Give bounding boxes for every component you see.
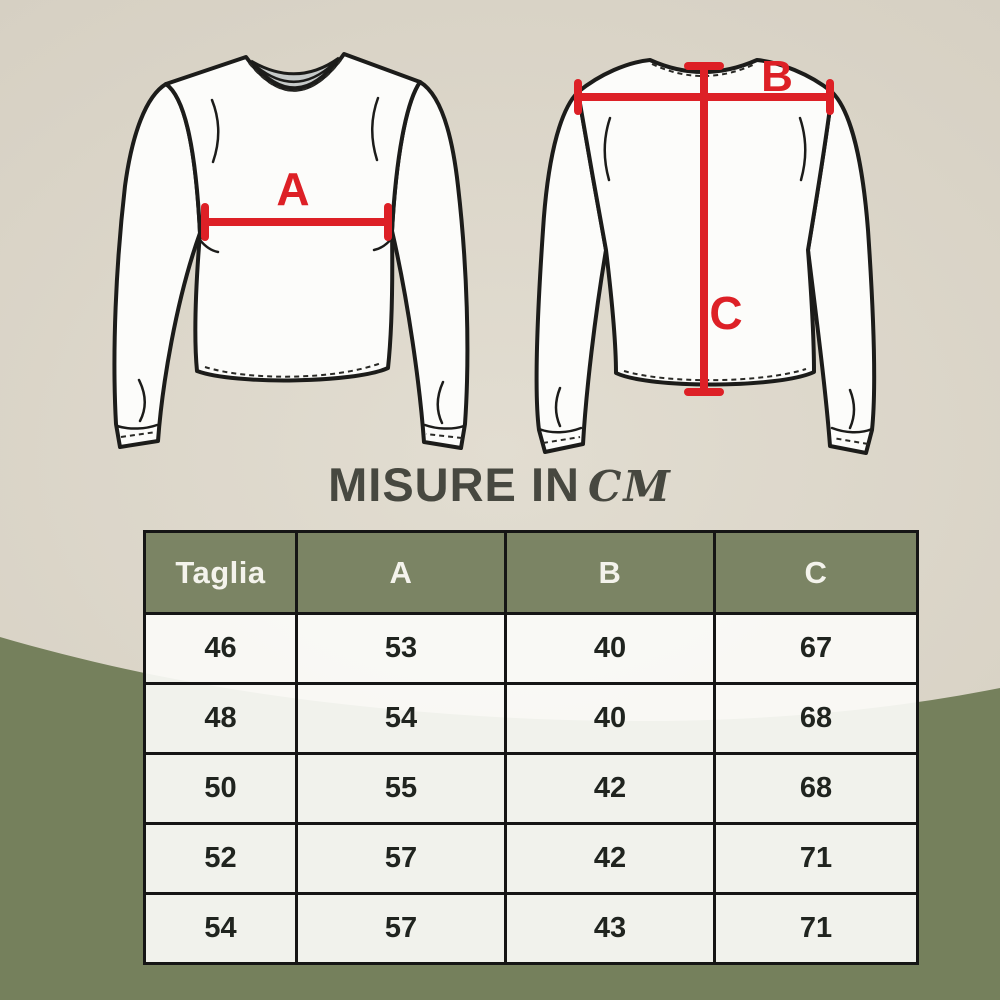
column-header-a: A <box>295 530 507 615</box>
table-cell: 50 <box>143 752 298 825</box>
table-cell: 42 <box>504 822 716 895</box>
column-header-taglia: Taglia <box>143 530 298 615</box>
table-row: 46 53 40 67 <box>143 612 919 685</box>
table-cell: 48 <box>143 682 298 755</box>
table-cell: 46 <box>143 612 298 685</box>
label-b: B <box>761 52 793 101</box>
table-cell: 68 <box>713 682 919 755</box>
front-body <box>164 52 422 383</box>
table-row: 50 55 42 68 <box>143 752 919 825</box>
label-c: C <box>709 287 742 339</box>
table-cell: 71 <box>713 822 919 895</box>
column-header-c: C <box>713 530 919 615</box>
table-cell: 40 <box>504 612 716 685</box>
size-table: Taglia A B C 46 53 40 67 48 54 40 68 50 … <box>143 530 919 965</box>
table-cell: 54 <box>295 682 507 755</box>
table-cell: 71 <box>713 892 919 965</box>
table-cell: 54 <box>143 892 298 965</box>
table-cell: 52 <box>143 822 298 895</box>
table-row: 54 57 43 71 <box>143 892 919 965</box>
measurement-c-arrow: C <box>684 62 743 396</box>
table-cell: 40 <box>504 682 716 755</box>
table-cell: 42 <box>504 752 716 825</box>
sweater-measurement-diagram: A B C <box>112 52 877 455</box>
front-left-sleeve <box>112 82 202 449</box>
column-header-b: B <box>504 530 716 615</box>
page-title: MISURE IN CM <box>0 461 1000 508</box>
table-row: 48 54 40 68 <box>143 682 919 755</box>
back-stitch-details <box>537 63 874 445</box>
title-text: MISURE IN <box>328 458 580 511</box>
table-header-row: Taglia A B C <box>143 530 919 615</box>
table-cell: 53 <box>295 612 507 685</box>
table-cell: 55 <box>295 752 507 825</box>
table-cell: 57 <box>295 892 507 965</box>
title-unit: CM <box>587 462 672 511</box>
table-cell: 68 <box>713 752 919 825</box>
measurement-a-arrow: A <box>201 163 392 241</box>
table-row: 52 57 42 71 <box>143 822 919 895</box>
front-collar-inner <box>249 56 341 90</box>
front-sweater-drawing <box>112 52 470 450</box>
table-cell: 57 <box>295 822 507 895</box>
front-stitch-details <box>115 59 466 439</box>
table-cell: 67 <box>713 612 919 685</box>
label-a: A <box>276 163 309 215</box>
table-cell: 43 <box>504 892 716 965</box>
